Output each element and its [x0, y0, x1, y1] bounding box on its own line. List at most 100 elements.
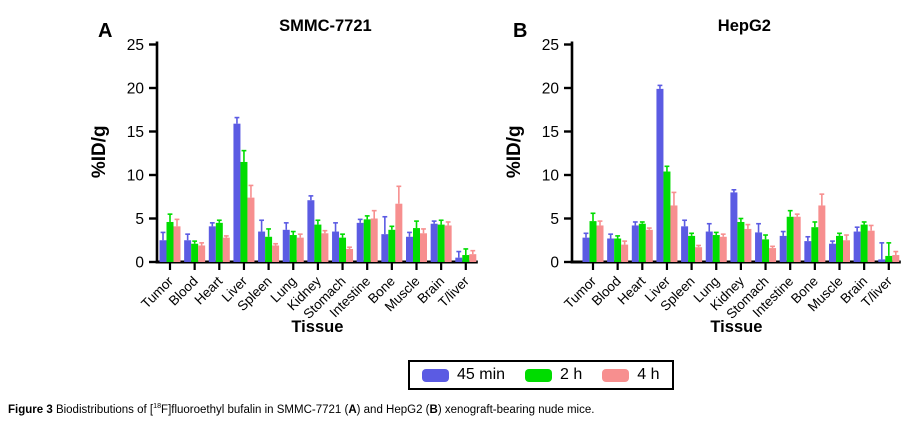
bar	[314, 224, 322, 262]
bar	[818, 205, 826, 262]
y-tick-label: 25	[127, 37, 144, 54]
bar	[663, 171, 671, 262]
y-axis-label: %ID/g	[89, 125, 110, 178]
bar	[247, 197, 255, 262]
bar	[885, 255, 893, 262]
bar	[233, 123, 241, 262]
x-tick-label: Blood	[166, 274, 201, 309]
bar	[430, 223, 438, 262]
bar-chart-hepg2: B HepG2%ID/g0510152025TumorBloodHeartLive…	[504, 17, 901, 336]
bar	[173, 226, 181, 262]
bar	[370, 218, 378, 262]
legend-label-4h: 4 h	[637, 366, 660, 383]
x-tick-label: Blood	[589, 274, 624, 309]
bar	[395, 203, 403, 262]
bar	[346, 248, 354, 262]
x-tick-label: Heart	[191, 273, 225, 307]
legend-item-2h: 2 h	[525, 367, 582, 383]
bar	[836, 235, 843, 262]
bar	[829, 243, 836, 262]
caption-segment: ) xenograft-bearing nude mice.	[437, 404, 595, 416]
bar	[621, 244, 629, 262]
bar	[208, 226, 216, 262]
bar	[755, 232, 763, 262]
bar	[240, 161, 248, 262]
caption-segment: Figure 3	[8, 404, 56, 416]
bar	[321, 233, 329, 262]
bar	[645, 229, 653, 262]
bar	[166, 221, 174, 262]
x-axis-label: Tissue	[291, 318, 343, 336]
bar	[762, 239, 770, 262]
bar	[670, 205, 678, 262]
bar	[332, 231, 340, 262]
bar	[582, 237, 590, 262]
bar	[265, 236, 273, 262]
bar	[339, 237, 347, 262]
bar	[191, 243, 199, 262]
y-tick-label: 5	[135, 211, 144, 228]
bar	[705, 231, 713, 262]
bar	[455, 257, 463, 262]
chart-title: SMMC-7721	[279, 17, 372, 35]
bar	[420, 233, 427, 262]
y-tick-label: 0	[550, 255, 559, 272]
y-tick-label: 15	[127, 124, 144, 141]
bar	[786, 216, 794, 262]
bar	[444, 225, 452, 262]
bar	[198, 245, 206, 262]
bar	[437, 224, 445, 262]
bar	[769, 248, 777, 262]
bar	[688, 235, 696, 262]
chart-panel-smmc-7721: A SMMC-7721 %ID/g 0 5 10 15 20 25 Tumor Blood Heart…	[85, 5, 497, 360]
bar	[737, 221, 745, 262]
legend-swatch-2h	[525, 368, 553, 382]
bar	[413, 228, 420, 262]
bar	[843, 240, 850, 262]
x-tick-label: Heart	[614, 273, 648, 307]
bar	[469, 254, 477, 262]
bar	[853, 231, 861, 262]
bar	[363, 219, 371, 262]
bar	[878, 259, 886, 262]
legend-label-45min: 45 min	[457, 366, 506, 383]
bar	[222, 237, 230, 262]
panel-label: A	[98, 20, 112, 42]
bar	[793, 216, 801, 262]
y-tick-label: 5	[550, 211, 559, 228]
caption-segment: Biodistributions of [	[55, 404, 154, 416]
legend-label-2h: 2 h	[560, 366, 583, 383]
x-axis-label: Tissue	[710, 318, 762, 336]
bar	[289, 235, 297, 262]
bar	[730, 192, 738, 262]
legend-swatch-4h	[602, 368, 630, 382]
bar	[159, 240, 167, 262]
y-tick-label: 20	[127, 81, 145, 98]
bar	[388, 229, 396, 262]
bar	[272, 245, 280, 262]
bar	[867, 230, 875, 262]
bar	[596, 225, 604, 262]
bar	[892, 255, 900, 262]
caption-segment: 18	[153, 402, 162, 411]
bar	[631, 225, 639, 262]
chart-legend: 45 min 2 h 4 h	[408, 360, 674, 390]
bar	[307, 200, 315, 262]
legend-item-45min: 45 min	[422, 367, 505, 383]
chart-panel-hepg2: B HepG2 %ID/g 0 5 10 15 20 25 Tumor Blood Heart Live…	[500, 5, 910, 360]
bar	[184, 240, 192, 262]
y-tick-label: 0	[135, 255, 144, 272]
bar	[607, 238, 615, 262]
bar	[779, 235, 787, 262]
y-tick-label: 25	[542, 37, 559, 54]
bar	[356, 222, 364, 262]
bar	[406, 236, 413, 262]
bar	[381, 234, 389, 262]
bar	[712, 235, 720, 262]
bar	[656, 88, 664, 263]
bar	[811, 227, 819, 262]
bar	[695, 247, 703, 262]
y-tick-label: 10	[542, 168, 560, 185]
bar	[614, 238, 622, 262]
figure-caption: Figure 3 Biodistributions of [18F]fluoro…	[8, 402, 898, 416]
